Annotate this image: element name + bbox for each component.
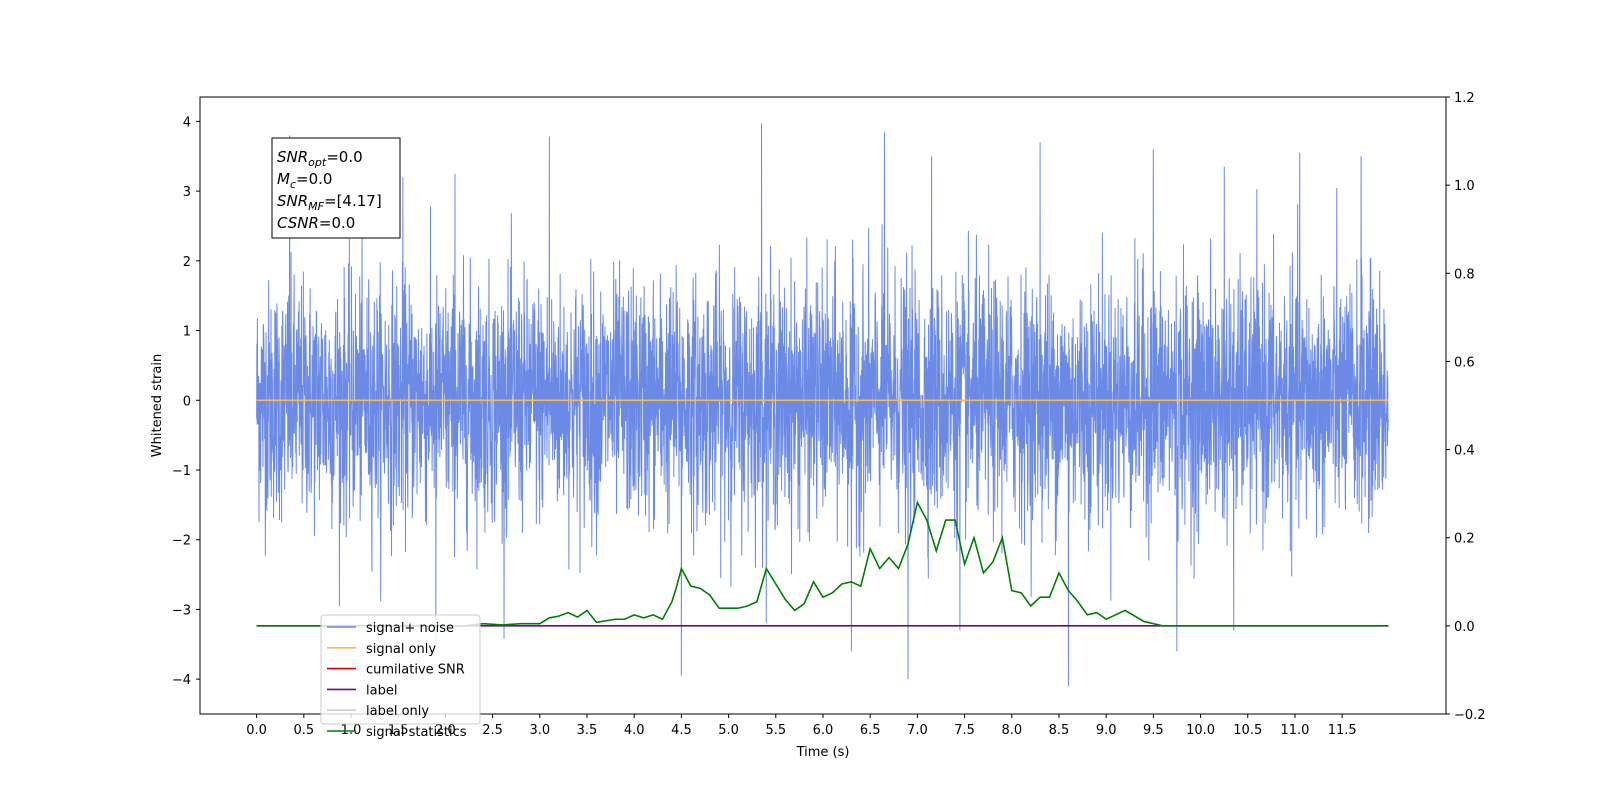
y2-tick-label: 1.2 [1454, 91, 1475, 106]
x-axis: 0.0 0.5 1.0 1.5 2.0 2.5 3.0 3.5 4.0 4.5 5.0 5.5 6.0 6… [246, 714, 1357, 738]
x-tick-label: 4.0 [624, 723, 645, 738]
legend-label: signal statistics [366, 725, 467, 740]
x-tick-label: 5.5 [765, 723, 786, 738]
annotation-value: =0.0 [319, 214, 355, 232]
x-tick-label: 8.5 [1049, 723, 1070, 738]
legend: signal+ noise signal only cumilative SNR la… [320, 614, 481, 740]
x-tick-label: 7.5 [954, 723, 975, 738]
x-axis-label: Time (s) [796, 745, 850, 760]
y-axis: 4 3 2 1 0 −1 −2 −3 −4 [172, 115, 200, 688]
legend-label: cumilative SNR [366, 663, 465, 678]
annotation-symbol: SNR [277, 192, 308, 210]
y2-tick-label: 0.0 [1454, 620, 1475, 635]
y-axis-label: Whitened strain [150, 354, 165, 457]
x-tick-label: 4.5 [671, 723, 692, 738]
annotation-subscript: opt [308, 156, 327, 169]
y-tick-label: 4 [183, 115, 191, 130]
annotation-value: =0.0 [326, 148, 362, 166]
x-tick-label: 0.0 [246, 723, 267, 738]
legend-label: label only [366, 704, 429, 719]
annotation-subscript: MF [308, 200, 324, 213]
y2-tick-label: −0.2 [1454, 708, 1486, 723]
signal-plus-noise-line [256, 123, 1389, 687]
x-tick-label: 3.0 [529, 723, 550, 738]
x-tick-label: 2.5 [482, 723, 503, 738]
y-tick-label: −4 [172, 673, 191, 688]
x-tick-label: 2.0 [435, 723, 456, 738]
y-tick-label: 3 [183, 185, 191, 200]
x-tick-label: 0.5 [293, 723, 314, 738]
annotation-line: CSNR=0.0 [277, 214, 355, 232]
y-axis-right: 1.2 1.0 0.8 0.6 0.4 0.2 0.0 −0.2 [1446, 91, 1486, 723]
annotation-value: =[4.17] [324, 192, 382, 210]
x-tick-label: 7.0 [907, 723, 928, 738]
y-tick-label: −1 [172, 464, 191, 479]
x-tick-label: 10.0 [1186, 723, 1215, 738]
x-tick-label: 8.0 [1001, 723, 1022, 738]
legend-frame [320, 614, 481, 725]
x-tick-label: 11.0 [1280, 723, 1309, 738]
annotation-frame [271, 137, 401, 239]
y2-tick-label: 0.6 [1454, 355, 1475, 370]
y-tick-label: −2 [172, 534, 191, 549]
x-tick-label: 11.5 [1328, 723, 1357, 738]
y-tick-label: 2 [183, 255, 191, 270]
annotation-symbol: SNR [277, 148, 308, 166]
y-tick-label: 0 [183, 394, 191, 409]
annotation-line: Mc=0.0 [277, 170, 332, 191]
annotation-subscript: c [290, 178, 296, 191]
y2-tick-label: 0.8 [1454, 267, 1475, 282]
x-tick-label: 5.0 [718, 723, 739, 738]
x-tick-label: 6.5 [860, 723, 881, 738]
signal-plus-noise-series [256, 123, 1389, 687]
y-tick-label: 1 [183, 325, 191, 340]
y2-tick-label: 1.0 [1454, 179, 1475, 194]
x-tick-label: 10.5 [1233, 723, 1262, 738]
y2-tick-label: 0.4 [1454, 444, 1475, 459]
x-tick-label: 9.5 [1143, 723, 1164, 738]
legend-label: signal only [366, 642, 436, 657]
annotation-line: SNRMF=[4.17] [277, 192, 382, 213]
annotation-symbol: CSNR [277, 214, 319, 232]
x-tick-label: 1.5 [388, 723, 409, 738]
annotation-value: =0.0 [296, 170, 332, 188]
legend-label: label [366, 683, 397, 698]
y-tick-label: −3 [172, 603, 191, 618]
x-tick-label: 6.0 [813, 723, 834, 738]
legend-label: signal+ noise [366, 621, 454, 636]
signal-statistics-line [256, 500, 1389, 627]
y2-tick-label: 0.2 [1454, 532, 1475, 547]
x-tick-label: 9.0 [1096, 723, 1117, 738]
annotation-symbol: M [277, 170, 290, 188]
x-tick-label: 3.5 [577, 723, 598, 738]
annotation-line: SNRopt=0.0 [277, 148, 363, 169]
